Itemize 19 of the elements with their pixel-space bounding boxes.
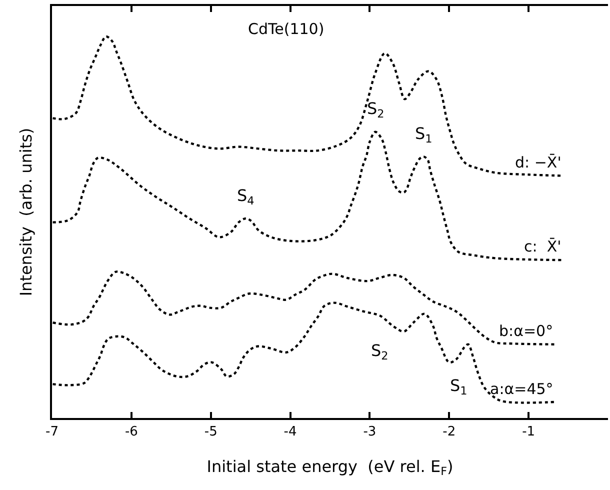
y-axis-title: Intensity (arb. units): [16, 128, 36, 296]
x-axis-title: Initial state energy (eV rel. E$_{F}$): [206, 456, 454, 478]
x-tick-label: -7: [46, 424, 58, 440]
annotation: S$_{2}$: [367, 99, 384, 120]
series-label: d: −X̄': [515, 153, 562, 172]
x-tick-label: -4: [284, 424, 297, 440]
x-tick-label: -1: [522, 424, 536, 440]
x-tick-label: -3: [363, 424, 376, 440]
annotation: S$_{1}$: [415, 124, 432, 146]
series-label: a:α=45°: [490, 380, 554, 398]
x-tick-label: -5: [204, 424, 218, 440]
annotation: CdTe(110): [248, 20, 324, 38]
x-tick-label: -2: [442, 424, 456, 440]
x-tick-label: -6: [124, 424, 138, 440]
series-label: b:α=0°: [499, 322, 554, 340]
annotation: S$_{1}$: [450, 376, 468, 398]
annotation: S$_{2}$: [371, 341, 388, 362]
annotation: S$_{4}$: [237, 186, 254, 208]
series-label: c: X̄': [524, 237, 562, 256]
